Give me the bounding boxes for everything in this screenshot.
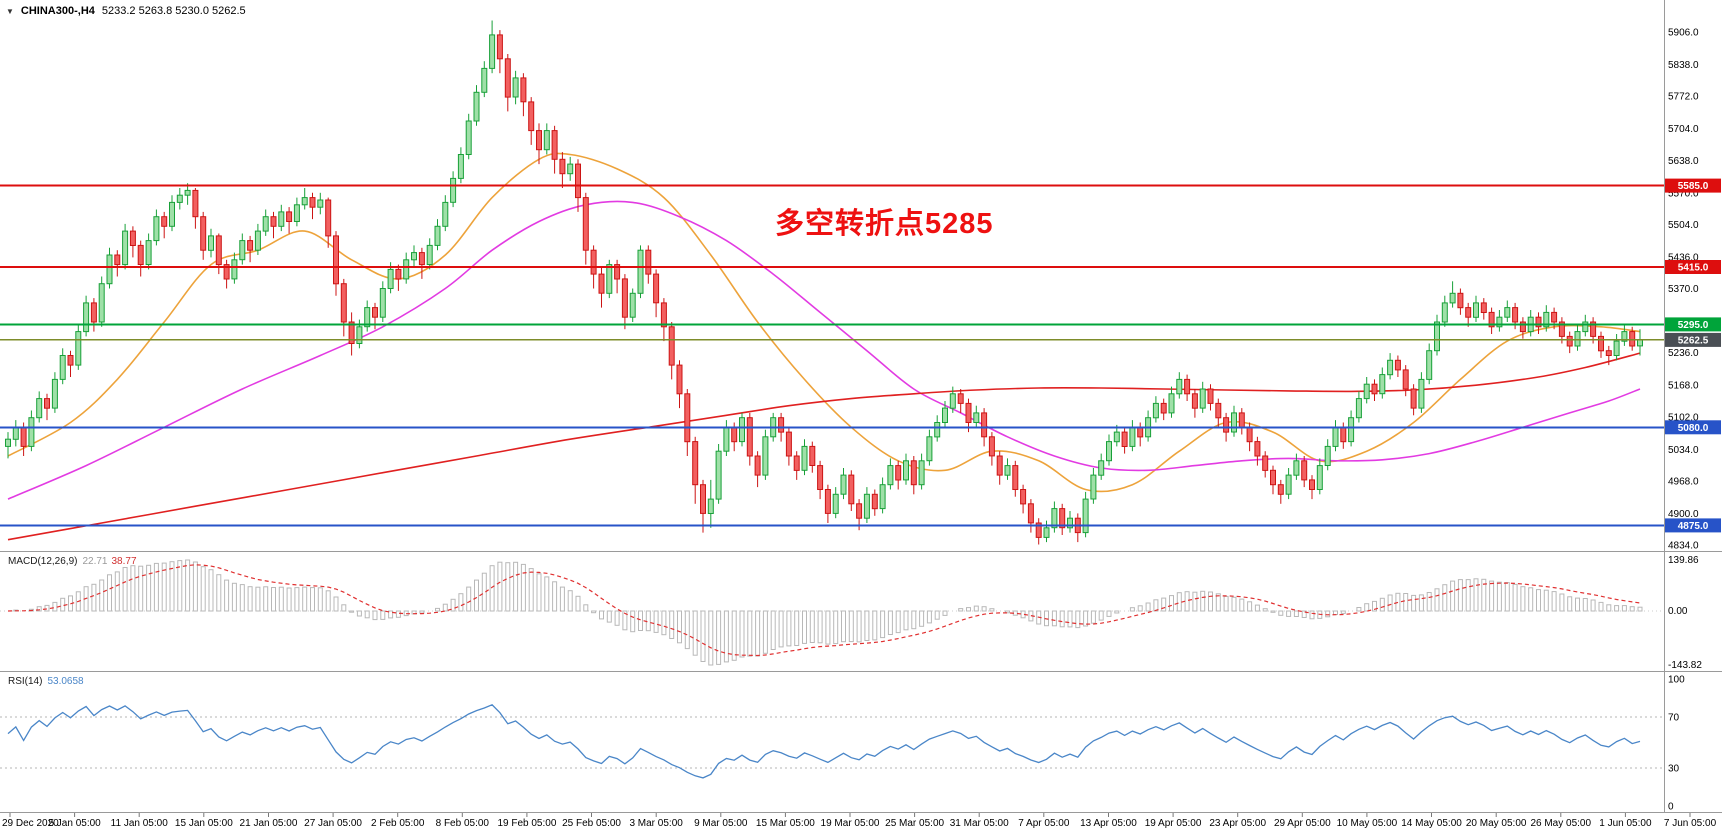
collapse-triangle-icon[interactable]: ▼ xyxy=(6,6,14,16)
rsi-panel: 100 70 30 0 xyxy=(0,675,1685,813)
svg-text:70: 70 xyxy=(1668,713,1680,724)
svg-text:5704.0: 5704.0 xyxy=(1668,124,1699,135)
price-badge xyxy=(1665,332,1721,347)
svg-text:8 Feb 05:00: 8 Feb 05:00 xyxy=(436,818,490,829)
svg-text:5 Jan 05:00: 5 Jan 05:00 xyxy=(48,818,101,829)
price-badge xyxy=(1665,260,1721,274)
ma-line-mid xyxy=(7,200,1641,500)
symbol-period-label: CHINA300-,H4 xyxy=(20,5,95,17)
svg-text:19 Feb 05:00: 19 Feb 05:00 xyxy=(497,818,556,829)
svg-text:5370.0: 5370.0 xyxy=(1668,284,1699,295)
svg-text:7 Apr 05:00: 7 Apr 05:00 xyxy=(1018,818,1070,829)
svg-text:2 Feb 05:00: 2 Feb 05:00 xyxy=(371,818,425,829)
price-axis: 5906.0 5838.0 5772.0 5704.0 5638.0 5570.0 5504… xyxy=(1665,28,1721,552)
svg-text:5436.0: 5436.0 xyxy=(1668,252,1699,263)
candles-layer xyxy=(5,20,1643,545)
svg-text:25 Feb 05:00: 25 Feb 05:00 xyxy=(562,818,621,829)
price-badge xyxy=(1665,518,1721,533)
svg-text:21 Jan 05:00: 21 Jan 05:00 xyxy=(240,818,298,829)
svg-text:19 Mar 05:00: 19 Mar 05:00 xyxy=(821,818,880,829)
svg-text:10 May 05:00: 10 May 05:00 xyxy=(1337,818,1398,829)
svg-text:25 Mar 05:00: 25 Mar 05:00 xyxy=(885,818,944,829)
svg-text:5772.0: 5772.0 xyxy=(1668,92,1699,103)
macd-name: MACD(12,26,9) xyxy=(8,556,78,567)
svg-text:13 Apr 05:00: 13 Apr 05:00 xyxy=(1080,818,1137,829)
svg-text:5034.0: 5034.0 xyxy=(1668,445,1699,456)
macd-signal-value: 38.77 xyxy=(111,556,137,567)
svg-text:29 Apr 05:00: 29 Apr 05:00 xyxy=(1274,818,1331,829)
svg-text:-143.82: -143.82 xyxy=(1668,660,1702,671)
macd-signal-line xyxy=(7,564,1641,657)
svg-text:15 Mar 05:00: 15 Mar 05:00 xyxy=(756,818,815,829)
svg-text:27 Jan 05:00: 27 Jan 05:00 xyxy=(304,818,362,829)
svg-text:15 Jan 05:00: 15 Jan 05:00 xyxy=(175,818,233,829)
svg-text:5585.0: 5585.0 xyxy=(1678,181,1709,192)
svg-text:4875.0: 4875.0 xyxy=(1678,521,1709,532)
svg-text:0.00: 0.00 xyxy=(1668,606,1688,617)
svg-text:1 Jun 05:00: 1 Jun 05:00 xyxy=(1599,818,1652,829)
macd-panel: 139.86 0.00 -143.82 xyxy=(0,555,1702,671)
svg-text:20 May 05:00: 20 May 05:00 xyxy=(1466,818,1527,829)
svg-text:5236.0: 5236.0 xyxy=(1668,348,1699,359)
svg-text:29 Dec 2020: 29 Dec 2020 xyxy=(2,818,59,829)
svg-text:4834.0: 4834.0 xyxy=(1668,541,1699,552)
symbol-info-bar: ▼ CHINA300-,H4 5233.2 5263.8 5230.0 5262… xyxy=(6,5,246,17)
svg-text:5504.0: 5504.0 xyxy=(1668,220,1699,231)
svg-text:4900.0: 4900.0 xyxy=(1668,509,1699,520)
svg-text:11 Jan 05:00: 11 Jan 05:00 xyxy=(111,818,169,829)
price-badge xyxy=(1665,317,1721,332)
ohlc-values: 5233.2 5263.8 5230.0 5262.5 xyxy=(101,5,246,17)
svg-text:5906.0: 5906.0 xyxy=(1668,28,1699,39)
svg-text:5295.0: 5295.0 xyxy=(1678,320,1709,331)
svg-text:9 Mar 05:00: 9 Mar 05:00 xyxy=(694,818,748,829)
rsi-line xyxy=(7,704,1641,779)
rsi-indicator-label: RSI(14) 53.0658 xyxy=(8,676,84,687)
price-badge xyxy=(1665,178,1721,193)
svg-text:7 Jun 05:00: 7 Jun 05:00 xyxy=(1664,818,1717,829)
svg-text:5570.0: 5570.0 xyxy=(1668,188,1699,199)
ma-line-fast xyxy=(7,152,1641,493)
svg-text:5638.0: 5638.0 xyxy=(1668,156,1699,167)
svg-text:0: 0 xyxy=(1668,802,1674,813)
ma-line-slow xyxy=(7,352,1641,541)
svg-text:4968.0: 4968.0 xyxy=(1668,476,1699,487)
svg-text:5415.0: 5415.0 xyxy=(1678,262,1709,273)
macd-indicator-label: MACD(12,26,9) 22.71 38.77 xyxy=(8,556,137,567)
svg-text:14 May 05:00: 14 May 05:00 xyxy=(1401,818,1462,829)
svg-text:3 Mar 05:00: 3 Mar 05:00 xyxy=(629,818,683,829)
rsi-name: RSI(14) xyxy=(8,676,43,687)
macd-main-value: 22.71 xyxy=(82,556,108,567)
level-lines-layer xyxy=(0,184,1664,527)
svg-text:5168.0: 5168.0 xyxy=(1668,381,1699,392)
svg-text:5102.0: 5102.0 xyxy=(1668,412,1699,423)
svg-text:30: 30 xyxy=(1668,763,1680,774)
annotation-text[interactable]: 多空转折点5285 xyxy=(775,208,994,240)
svg-text:100: 100 xyxy=(1668,675,1685,686)
svg-text:23 Apr 05:00: 23 Apr 05:00 xyxy=(1209,818,1266,829)
svg-text:139.86: 139.86 xyxy=(1668,555,1699,566)
svg-text:5080.0: 5080.0 xyxy=(1678,423,1709,434)
svg-text:19 Apr 05:00: 19 Apr 05:00 xyxy=(1145,818,1202,829)
price-badge xyxy=(1665,420,1721,435)
rsi-value: 53.0658 xyxy=(47,676,84,687)
svg-text:5262.5: 5262.5 xyxy=(1678,335,1709,346)
svg-text:5838.0: 5838.0 xyxy=(1668,60,1699,71)
svg-text:31 Mar 05:00: 31 Mar 05:00 xyxy=(950,818,1009,829)
panel-separators xyxy=(0,0,1722,813)
svg-text:26 May 05:00: 26 May 05:00 xyxy=(1530,818,1591,829)
